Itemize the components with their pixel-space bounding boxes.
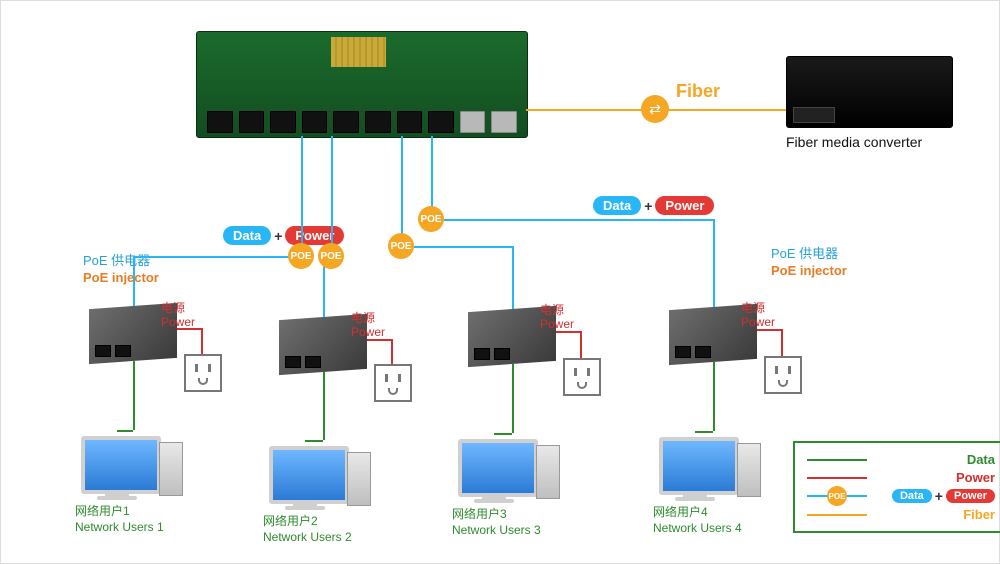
power-label: 电源Power	[540, 303, 574, 332]
power-label: 电源Power	[351, 311, 385, 340]
power-label: 电源Power	[161, 301, 195, 330]
network-user-label: 网络用户4Network Users 4	[653, 505, 742, 536]
poe-dot-icon: POE	[388, 233, 414, 259]
poe-injector-label-left: PoE 供电器PoE injector	[83, 253, 159, 287]
wall-outlet-icon	[563, 358, 601, 396]
network-user-label: 网络用户2Network Users 2	[263, 514, 352, 545]
network-user-pc	[659, 437, 759, 507]
poe-injector-label-right: PoE 供电器PoE injector	[771, 246, 847, 280]
wall-outlet-icon	[764, 356, 802, 394]
network-user-label: 网络用户3Network Users 3	[452, 507, 541, 538]
fiber-arrow-icon: ⇄	[641, 95, 669, 123]
fiber-media-converter	[786, 56, 953, 128]
wall-outlet-icon	[374, 364, 412, 402]
wall-outlet-icon	[184, 354, 222, 392]
network-user-pc	[269, 446, 369, 516]
data-power-badge-left: Data+Power	[223, 226, 344, 245]
poe-dot-icon: POE	[418, 206, 444, 232]
data-power-badge-right: Data+Power	[593, 196, 714, 215]
network-user-pc	[81, 436, 181, 506]
legend: DataPowerPOEData+PowerFiber	[793, 441, 1000, 533]
network-user-pc	[458, 439, 558, 509]
network-user-label: 网络用户1Network Users 1	[75, 504, 164, 535]
power-label: 电源Power	[741, 301, 775, 330]
fiber-label: Fiber	[676, 81, 720, 102]
diagram-canvas: Fiber ⇄ Fiber media converter Data+Power Dat…	[0, 0, 1000, 564]
poe-dot-icon: POE	[318, 243, 344, 269]
media-converter-label: Fiber media converter	[786, 134, 971, 150]
poe-dot-icon: POE	[288, 243, 314, 269]
